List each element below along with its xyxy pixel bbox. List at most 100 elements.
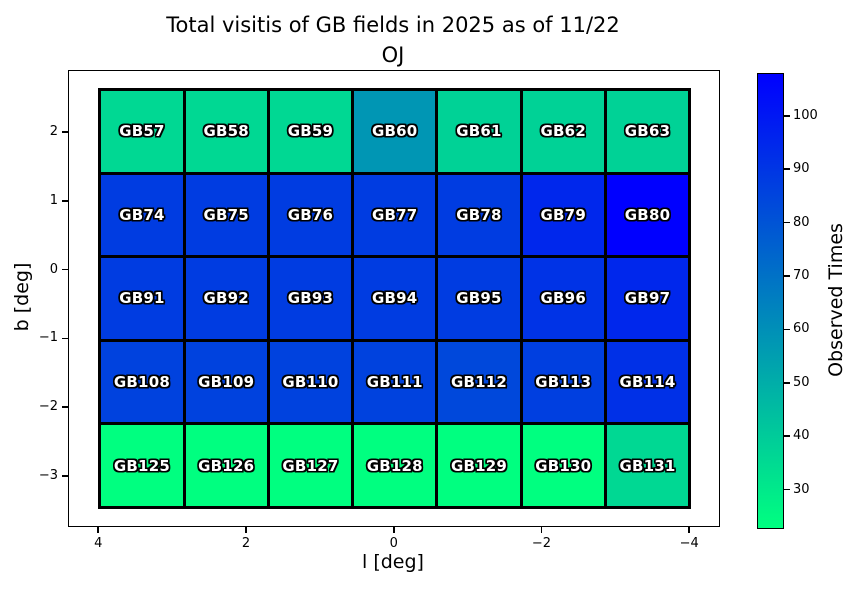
heatmap-cell-GB110: GB110 [269, 341, 352, 423]
colorbar-tick-mark [783, 275, 790, 277]
y-tick-mark [62, 199, 68, 202]
heatmap-cell-GB59: GB59 [269, 91, 352, 172]
heatmap-cell-GB97: GB97 [606, 258, 689, 339]
field-label: GB111 [366, 373, 423, 392]
field-label: GB129 [450, 456, 507, 475]
heatmap-cell-GB128: GB128 [354, 425, 436, 506]
field-label: GB110 [282, 373, 339, 392]
heatmap-cell-GB77: GB77 [354, 174, 436, 256]
heatmap-cell-GB129: GB129 [438, 425, 520, 506]
heatmap-cell-GB93: GB93 [269, 258, 352, 339]
heatmap-cell-GB95: GB95 [438, 258, 520, 339]
x-tick-mark [97, 526, 100, 533]
plot-area: GB57 GB58 GB59 GB60 GB61 GB62 GB63 GB74 GB75 GB76… [68, 70, 720, 527]
heatmap-cell-GB63: GB63 [606, 91, 689, 172]
field-label: GB96 [540, 289, 586, 308]
heatmap-cell-GB57: GB57 [101, 91, 183, 172]
colorbar-gradient [757, 73, 784, 529]
y-tick-label: −3 [38, 468, 58, 484]
x-tick-label: 0 [389, 536, 398, 551]
field-label: GB77 [372, 205, 418, 224]
field-label: GB79 [540, 205, 586, 224]
field-label: GB57 [119, 122, 165, 141]
heatmap-cell-GB91: GB91 [101, 258, 183, 339]
colorbar-tick-mark [783, 328, 790, 331]
field-label: GB127 [282, 456, 339, 475]
y-tick-mark [62, 475, 68, 477]
heatmap-cell-GB96: GB96 [522, 258, 604, 339]
field-label: GB61 [456, 122, 502, 141]
colorbar-tick-label: 30 [793, 481, 810, 497]
x-tick-mark [245, 526, 247, 533]
field-label: GB80 [624, 205, 671, 224]
colorbar-tick-label: 80 [793, 214, 810, 230]
field-label: GB62 [540, 122, 586, 141]
heatmap-cell-GB76: GB76 [269, 174, 352, 256]
y-tick-mark [62, 268, 68, 271]
field-label: GB109 [198, 373, 255, 392]
y-tick-mark [62, 131, 68, 133]
field-label: GB97 [624, 289, 671, 308]
x-tick-label: 4 [94, 536, 103, 551]
colorbar-tick-mark [783, 221, 790, 224]
heatmap-cell-GB74: GB74 [101, 174, 183, 256]
field-label: GB75 [203, 205, 249, 224]
colorbar-tick-mark [783, 435, 790, 437]
heatmap-cell-GB126: GB126 [185, 425, 267, 506]
colorbar-tick-mark [783, 114, 790, 117]
field-label: GB76 [287, 205, 334, 224]
colorbar-tick-label: 90 [793, 161, 810, 177]
heatmap-cell-GB58: GB58 [185, 91, 267, 172]
heatmap-cell-GB75: GB75 [185, 174, 267, 256]
heatmap-cell-GB125: GB125 [101, 425, 183, 506]
field-label: GB91 [119, 289, 165, 308]
field-label: GB113 [535, 373, 592, 392]
field-label: GB126 [198, 456, 255, 475]
field-label: GB131 [619, 456, 676, 475]
x-tick-mark [688, 526, 690, 533]
colorbar-tick-label: 100 [793, 107, 818, 123]
field-label: GB125 [113, 456, 170, 475]
heatmap-cell-GB78: GB78 [438, 174, 520, 256]
y-tick-label: −1 [38, 330, 58, 346]
x-tick-mark [392, 526, 395, 533]
heatmap-cell-GB114: GB114 [606, 341, 689, 423]
x-tick-label: −2 [531, 536, 552, 551]
heatmap-cell-GB127: GB127 [269, 425, 352, 506]
heatmap-cell-GB62: GB62 [522, 91, 604, 172]
field-label: GB95 [456, 289, 502, 308]
colorbar-tick-label: 60 [793, 321, 810, 337]
heatmap-cell-GB131: GB131 [606, 425, 689, 506]
heatmap-cell-GB113: GB113 [522, 341, 604, 423]
colorbar-tick-mark [783, 488, 790, 491]
y-axis-label: b [deg] [11, 262, 33, 332]
heatmap-cell-GB79: GB79 [522, 174, 604, 256]
x-axis-label: l [deg] [362, 551, 424, 573]
chart-title-line1: Total visitis of GB fields in 2025 as of… [166, 13, 620, 37]
heatmap-cell-GB61: GB61 [438, 91, 520, 172]
field-label: GB94 [372, 289, 418, 308]
heatmap-cell-GB80: GB80 [606, 174, 689, 256]
y-tick-label: 0 [49, 261, 58, 277]
colorbar-tick-mark [783, 168, 790, 170]
colorbar-label: Observed Times [825, 223, 847, 377]
field-label: GB74 [119, 205, 165, 224]
field-label: GB58 [203, 122, 249, 141]
y-tick-label: −2 [38, 399, 58, 415]
y-tick-label: 1 [49, 192, 58, 208]
field-label: GB60 [372, 122, 418, 141]
x-tick-mark [540, 526, 543, 533]
field-label: GB114 [619, 373, 676, 392]
heatmap-grid: GB57 GB58 GB59 GB60 GB61 GB62 GB63 GB74 GB75 GB76… [98, 88, 692, 509]
y-tick-mark [62, 337, 68, 340]
field-label: GB92 [203, 289, 249, 308]
heatmap-cell-GB111: GB111 [354, 341, 436, 423]
heatmap-cell-GB112: GB112 [438, 341, 520, 423]
heatmap-cell-GB94: GB94 [354, 258, 436, 339]
colorbar-tick-label: 50 [793, 374, 810, 390]
y-tick-label: 2 [49, 123, 58, 139]
chart-title-line2: OJ [381, 43, 405, 67]
colorbar-tick-label: 70 [793, 267, 810, 283]
y-tick-mark [62, 406, 68, 409]
